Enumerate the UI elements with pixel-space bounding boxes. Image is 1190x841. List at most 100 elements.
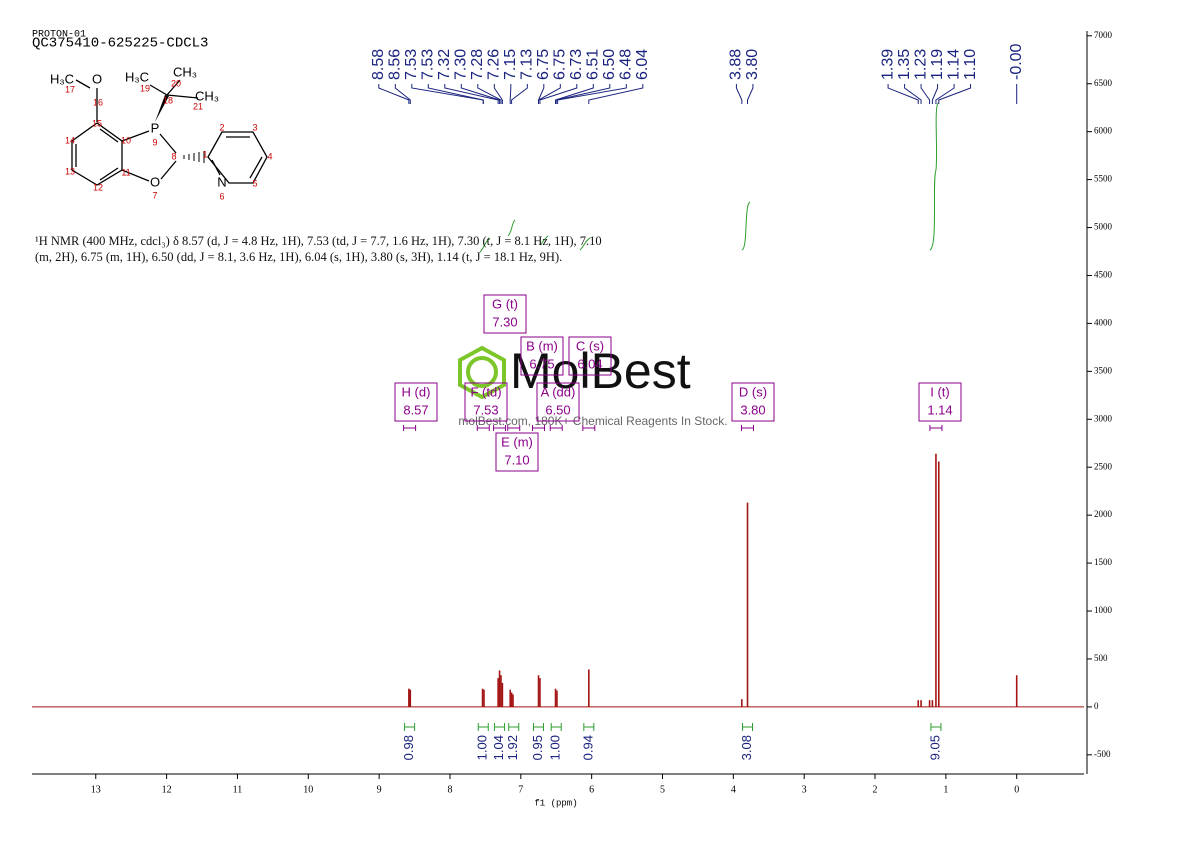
atom-number: 15 <box>92 118 102 128</box>
peak-label: 3.80 <box>744 49 761 80</box>
multiplet-name: A (dd) <box>541 384 576 399</box>
peak-label: 1.23 <box>912 49 929 80</box>
peak-label: 1.39 <box>879 49 896 80</box>
multiplet-range <box>532 425 546 431</box>
peak-label: 6.04 <box>634 49 651 80</box>
peak-label: 7.15 <box>502 49 519 80</box>
y-tick-label: -500 <box>1094 749 1111 759</box>
multiplet-shift: 7.10 <box>504 452 529 467</box>
atom-number: 14 <box>65 135 75 145</box>
peak-label-connector <box>477 84 502 104</box>
atom-label: P <box>151 120 160 135</box>
x-tick-label: 10 <box>303 784 313 795</box>
wedge-bond <box>155 95 169 122</box>
x-tick-label: 11 <box>233 784 243 795</box>
multiplet-box <box>483 294 527 334</box>
x-tick-label: 7 <box>518 784 523 795</box>
multiplet-box <box>568 336 612 376</box>
multiplet-box <box>464 382 508 422</box>
atom-number: 18 <box>163 95 173 105</box>
x-tick-label: 12 <box>162 784 172 795</box>
x-tick-label: 13 <box>91 784 101 795</box>
multiplet-box <box>394 382 438 422</box>
y-tick-label: 5500 <box>1094 174 1113 184</box>
y-tick-label: 6000 <box>1094 126 1113 136</box>
peak-label: 7.32 <box>436 49 453 80</box>
peak-label: 7.26 <box>486 49 503 80</box>
atom-number: 21 <box>193 101 203 111</box>
multiplet-range <box>741 425 755 431</box>
multiplet-name: B (m) <box>526 338 558 353</box>
atom-number: 16 <box>93 97 103 107</box>
peak-label-connector <box>509 84 512 104</box>
atom-label: O <box>150 174 160 189</box>
peak-label-connector <box>555 84 594 104</box>
atom-number: 9 <box>152 137 157 147</box>
multiplet-range <box>476 425 490 431</box>
atom-number: 20 <box>171 78 181 88</box>
multiplet-name: F (td) <box>470 384 501 399</box>
atom-number: 8 <box>171 151 176 161</box>
x-tick-label: 4 <box>731 784 736 795</box>
multiplet-shift: 3.80 <box>740 402 765 417</box>
multiplet-shift: 7.30 <box>492 314 517 329</box>
atom-number: 10 <box>121 135 131 145</box>
sample: QC375410-625225-CDCL3 <box>32 36 208 52</box>
integral-value: 0.95 <box>530 735 545 760</box>
integral-bracket <box>508 723 520 731</box>
peak-label: 6.75 <box>552 49 569 80</box>
x-axis-label: f1 (ppm) <box>534 798 577 808</box>
integral-bracket <box>494 723 506 731</box>
peak-label-connector <box>557 84 627 104</box>
multiplet-name: C (s) <box>576 338 604 353</box>
peak-label-connector <box>444 84 499 104</box>
x-tick-label: 8 <box>447 784 452 795</box>
atom-label: H₃C <box>50 71 74 86</box>
multiplet-box <box>520 336 564 376</box>
integral-value: 1.92 <box>505 735 520 760</box>
atom-label: H₃C <box>125 69 149 84</box>
multiplet-shift: 7.53 <box>473 402 498 417</box>
peak-label-connector <box>931 84 939 104</box>
atom-number: 12 <box>93 182 103 192</box>
integral-bracket <box>477 723 489 731</box>
multiplet-shift: 8.57 <box>403 402 428 417</box>
atom-label: CH₃ <box>195 88 219 103</box>
y-tick-label: 1000 <box>1094 605 1113 615</box>
multiplet-shift: 6.04 <box>577 356 602 371</box>
atom-number: 13 <box>65 166 75 176</box>
multiplet-shift: 6.50 <box>545 402 570 417</box>
integral-value: 0.98 <box>401 735 416 760</box>
multiplet-name: H (d) <box>402 384 431 399</box>
peak-label: 7.53 <box>420 49 437 80</box>
peak-label: 6.75 <box>535 49 552 80</box>
atom-label: O <box>92 71 102 86</box>
watermark-brand: MolBest <box>510 343 691 399</box>
multiplet-range <box>507 425 521 431</box>
atom-number: 6 <box>219 191 224 201</box>
peak-label: 7.28 <box>469 49 486 80</box>
peak-label: 6.51 <box>585 49 602 80</box>
atom-number: 17 <box>65 84 75 94</box>
multiplet-box <box>536 382 580 422</box>
multiplet-box <box>918 382 962 422</box>
multiplet-range <box>549 425 563 431</box>
y-tick-label: 2500 <box>1094 461 1113 471</box>
hash-bond <box>183 151 205 163</box>
integral-value: 1.04 <box>491 735 506 760</box>
x-tick-label: 6 <box>589 784 594 795</box>
peak-label-connector <box>555 84 611 104</box>
y-tick-label: 0 <box>1094 701 1099 711</box>
multiplet-shift: 1.14 <box>927 402 952 417</box>
y-tick-label: 4500 <box>1094 270 1113 280</box>
x-tick-label: 2 <box>873 784 878 795</box>
y-tick-label: 1500 <box>1094 557 1113 567</box>
integral-bracket <box>742 723 754 731</box>
peak-label-connector <box>747 84 754 104</box>
y-tick-label: 6500 <box>1094 78 1113 88</box>
watermark-logo <box>458 345 506 400</box>
peak-label-connector <box>394 84 411 104</box>
y-tick-label: 5000 <box>1094 222 1113 232</box>
